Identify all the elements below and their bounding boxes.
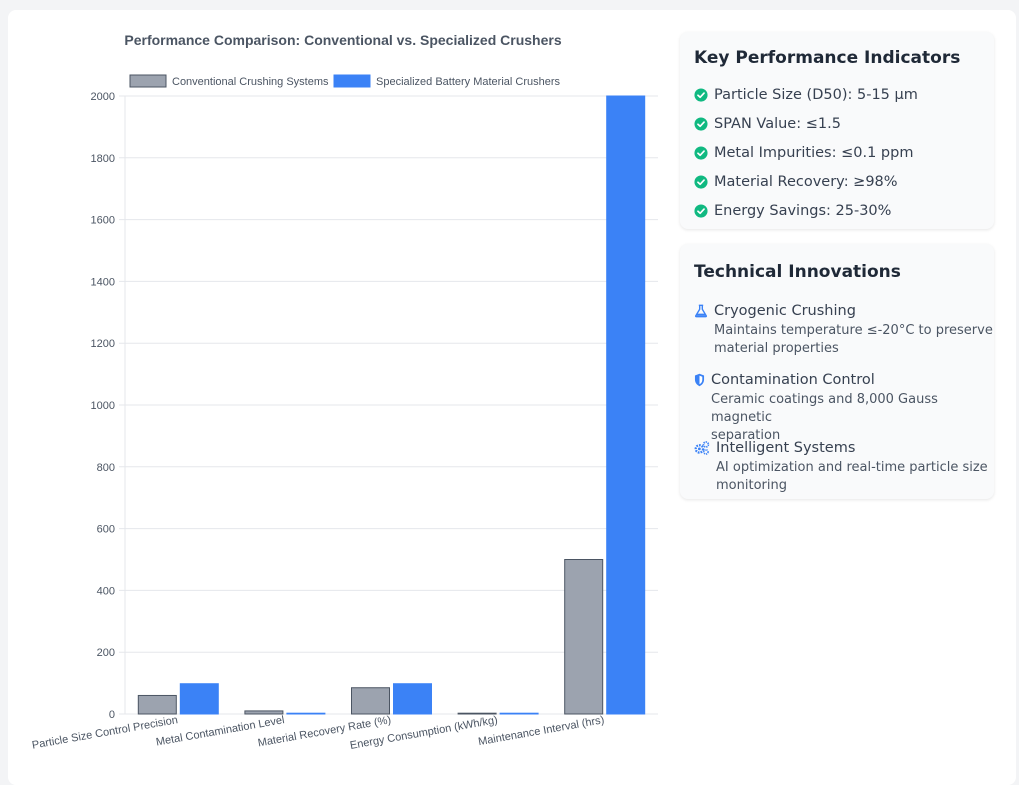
kpi-label: Energy Savings: 25-30% (714, 202, 892, 219)
y-tick-label: 600 (97, 524, 115, 536)
innovation-desc-line: Maintains temperature ≤-20°C to preserve (714, 323, 993, 338)
innovations-panel: Technical Innovations Cryogenic Crushing… (680, 244, 994, 499)
y-tick-label: 0 (109, 709, 115, 721)
kpi-item: Particle Size (D50): 5-15 μm (694, 80, 918, 109)
kpi-item: Energy Savings: 25-30% (694, 196, 918, 225)
bar (457, 712, 497, 715)
bar (606, 95, 646, 715)
innovation-title: Intelligent Systems (716, 440, 856, 456)
chart-bars (137, 95, 646, 715)
chart-title: Performance Comparison: Conventional vs.… (124, 32, 561, 48)
bar (564, 559, 604, 715)
y-tick-label: 2000 (91, 91, 115, 103)
innovation-title: Contamination Control (711, 372, 875, 388)
kpi-label: Metal Impurities: ≤0.1 ppm (714, 144, 914, 161)
bar (499, 712, 539, 715)
flask-icon (694, 304, 708, 318)
kpi-panel: Key Performance Indicators Particle Size… (680, 32, 994, 229)
main-card: Performance Comparison: Conventional vs.… (8, 10, 1016, 785)
innovation-title: Cryogenic Crushing (714, 303, 856, 319)
check-circle-icon (694, 87, 708, 102)
y-tick-label: 1000 (91, 400, 115, 412)
kpi-list: Particle Size (D50): 5-15 μm SPAN Value:… (694, 80, 918, 225)
innovation-desc-line: AI optimization and real-time particle s… (716, 460, 988, 475)
kpi-label: Particle Size (D50): 5-15 μm (714, 86, 918, 103)
bar-chart: Performance Comparison: Conventional vs.… (31, 32, 658, 752)
innovation-desc-line: material properties (714, 341, 839, 356)
legend-swatch (333, 74, 371, 88)
gears-icon (694, 441, 710, 455)
kpi-item: Material Recovery: ≥98% (694, 167, 918, 196)
y-tick-label: 800 (97, 462, 115, 474)
kpi-label: Material Recovery: ≥98% (714, 173, 898, 190)
chart-area: Performance Comparison: Conventional vs.… (8, 10, 680, 779)
kpi-item: SPAN Value: ≤1.5 (694, 109, 918, 138)
innovation-desc-line: monitoring (716, 478, 787, 493)
bar (393, 683, 432, 715)
y-tick-label: 200 (97, 647, 115, 659)
innovation-desc-line: Ceramic coatings and 8,000 Gauss magneti… (711, 392, 938, 425)
kpi-label: SPAN Value: ≤1.5 (714, 115, 841, 132)
innovation-item: Cryogenic Crushing Maintains temperature… (694, 302, 993, 358)
y-tick-label: 400 (97, 585, 115, 597)
innovation-item: Intelligent Systems AI optimization and … (694, 439, 988, 495)
bar (137, 694, 177, 715)
bar (244, 710, 284, 715)
chart-legend: Conventional Crushing Systems Specialized… (129, 74, 561, 88)
bar (286, 712, 326, 715)
y-tick-label: 1400 (91, 276, 115, 288)
y-tick-label: 1200 (91, 338, 115, 350)
chart-grid (119, 95, 658, 715)
check-circle-icon (694, 116, 708, 131)
kpi-item: Metal Impurities: ≤0.1 ppm (694, 138, 918, 167)
check-circle-icon (694, 174, 708, 189)
innovations-title: Technical Innovations (694, 262, 901, 282)
bar (351, 687, 390, 715)
legend-label: Specialized Battery Material Crushers (376, 76, 561, 88)
check-circle-icon (694, 203, 708, 218)
bar (179, 683, 219, 715)
y-axis: 0 200 400 600 800 1000 1200 1400 1600 1800 2000 (91, 91, 126, 721)
kpi-title: Key Performance Indicators (694, 48, 961, 68)
y-tick-label: 1800 (91, 153, 115, 165)
legend-swatch (129, 74, 167, 88)
y-tick-label: 1600 (91, 215, 115, 227)
legend-label: Conventional Crushing Systems (172, 76, 329, 88)
innovation-item: Contamination Control Ceramic coatings a… (694, 371, 994, 445)
shield-icon (694, 373, 705, 387)
check-circle-icon (694, 145, 708, 160)
innovation-desc-line: separation (711, 428, 781, 443)
